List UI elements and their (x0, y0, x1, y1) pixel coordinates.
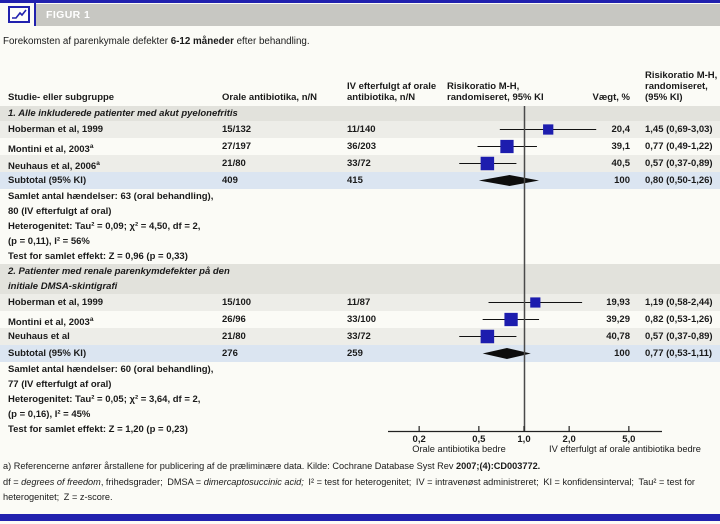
subtotal-label-cell: Subtotal (95% KI) (8, 348, 87, 359)
column-header-weight: Vægt, % (592, 92, 630, 103)
rr-ci-cell: 0,57 (0,37-0,89) (645, 331, 713, 342)
subtotal-iv-cell: 259 (347, 348, 363, 359)
oral-n-cell: 15/132 (222, 124, 252, 135)
column-header-rr-text: Risikoratio M-H, randomiseret, (95% KI) (645, 70, 718, 103)
oral-n-cell: 26/96 (222, 314, 246, 325)
figure-header-bar: FIGUR 1 (36, 4, 720, 26)
group-header-label: 2. Patienter med renale parenkymdefekter… (8, 266, 230, 277)
row-stripe (0, 155, 720, 172)
subtotal-oral-cell: 276 (222, 348, 238, 359)
study-name-cell: Montini et al, 2003a (8, 143, 94, 156)
footnote-a: a) Referencerne anfører årstallene for p… (3, 461, 456, 471)
weight-cell: 39,29 (606, 314, 630, 325)
column-header-oral: Orale antibiotika, n/N (222, 92, 318, 103)
subtotal-iv-cell: 415 (347, 175, 363, 186)
iv-n-cell: 11/140 (347, 124, 376, 135)
row-stripe (0, 328, 720, 345)
study-name-cell: Montini et al, 2003a (8, 316, 94, 329)
pooled-stats-note: Test for samlet effekt: Z = 0,96 (p = 0,… (8, 251, 188, 262)
pooled-stats-note: Heterogenitet: Tau² = 0,09; χ² = 4,50, d… (8, 221, 201, 232)
column-header-rr-plot: Risikoratio M-H, randomiseret, 95% KI (447, 81, 544, 103)
pooled-stats-note: (p = 0,16), I² = 45% (8, 409, 91, 420)
rr-ci-cell: 1,19 (0,58-2,44) (645, 297, 713, 308)
study-name-cell: Hoberman et al, 1999 (8, 124, 104, 135)
rr-ci-cell: 0,77 (0,49-1,22) (645, 141, 713, 152)
study-name-cell: Neuhaus et al, 2006a (8, 160, 100, 173)
axis-label-left: Orale antibiotika bedre (412, 444, 506, 454)
figure-tag: FIGUR 1 (46, 9, 91, 21)
rr-ci-cell: 0,57 (0,37-0,89) (645, 158, 713, 169)
oral-n-cell: 27/197 (222, 141, 252, 152)
iv-n-cell: 36/203 (347, 141, 377, 152)
column-header-study: Studie- eller subgruppe (8, 92, 115, 103)
weight-cell: 19,93 (606, 297, 630, 308)
figure-caption: Forekomsten af parenkymale defekter 6-12… (3, 36, 310, 47)
pooled-stats-note: Samlet antal hændelser: 63 (oral behandl… (8, 191, 214, 202)
weight-cell: 40,5 (611, 158, 631, 169)
iv-n-cell: 33/100 (347, 314, 377, 325)
study-name-cell: Neuhaus et al (8, 331, 70, 342)
bottom-accent-bar (0, 514, 720, 521)
header-divider (34, 3, 36, 26)
study-name-cell: Hoberman et al, 1999 (8, 297, 104, 308)
axis-label-right: IV efterfulgt af orale antibiotika bedre (549, 444, 701, 454)
pooled-stats-note: 77 (IV efterfulgt af oral) (8, 379, 112, 390)
oral-n-cell: 21/80 (222, 158, 246, 169)
oral-n-cell: 15/100 (222, 297, 252, 308)
subtotal-oral-cell: 409 (222, 175, 238, 186)
footnote-abbreviations: df = degrees of freedom, frihedsgrader; … (3, 476, 695, 503)
line-chart-icon (8, 6, 30, 23)
subtotal-weight-cell: 100 (614, 348, 630, 359)
subtotal-weight-cell: 100 (614, 175, 630, 186)
footnote-source-bold: 2007;(4):CD003772. (455, 461, 541, 471)
weight-cell: 39,1 (611, 141, 631, 152)
pooled-stats-note: (p = 0,11), I² = 56% (8, 236, 90, 247)
pooled-stats-note: Heterogenitet: Tau² = 0,05; χ² = 3,64, d… (8, 394, 201, 405)
group-header-row (0, 106, 720, 121)
pooled-stats-note: Samlet antal hændelser: 60 (oral behandl… (8, 364, 214, 375)
subtotal-rr-cell: 0,80 (0,50-1,26) (645, 175, 713, 186)
group-header-label: initiale DMSA-skintigrafi (8, 281, 118, 292)
footnotes: a) Referencerne anfører årstallene for p… (3, 459, 715, 506)
weight-cell: 20,4 (611, 124, 631, 135)
weight-cell: 40,78 (606, 331, 630, 342)
group-header-label: 1. Alle inkluderede patienter med akut p… (8, 108, 238, 119)
iv-n-cell: 33/72 (347, 331, 371, 342)
subtotal-rr-cell: 0,77 (0,53-1,11) (645, 348, 713, 359)
rr-ci-cell: 1,45 (0,69-3,03) (645, 124, 713, 135)
oral-n-cell: 21/80 (222, 331, 246, 342)
iv-n-cell: 11/87 (347, 297, 371, 308)
pooled-stats-note: Test for samlet effekt: Z = 1,20 (p = 0,… (8, 424, 188, 435)
pooled-stats-note: 80 (IV efterfulgt af oral) (8, 206, 112, 217)
group-header-row (0, 279, 720, 294)
top-accent-line (0, 0, 720, 3)
subtotal-label-cell: Subtotal (95% KI) (8, 175, 87, 186)
iv-n-cell: 33/72 (347, 158, 371, 169)
subtotal-row (0, 345, 720, 362)
row-stripe (0, 121, 720, 138)
rr-ci-cell: 0,82 (0,53-1,26) (645, 314, 713, 325)
group-header-row (0, 264, 720, 279)
column-header-iv: IV efterfulgt af orale antibiotika, n/N (347, 81, 437, 103)
subtotal-row (0, 172, 720, 189)
